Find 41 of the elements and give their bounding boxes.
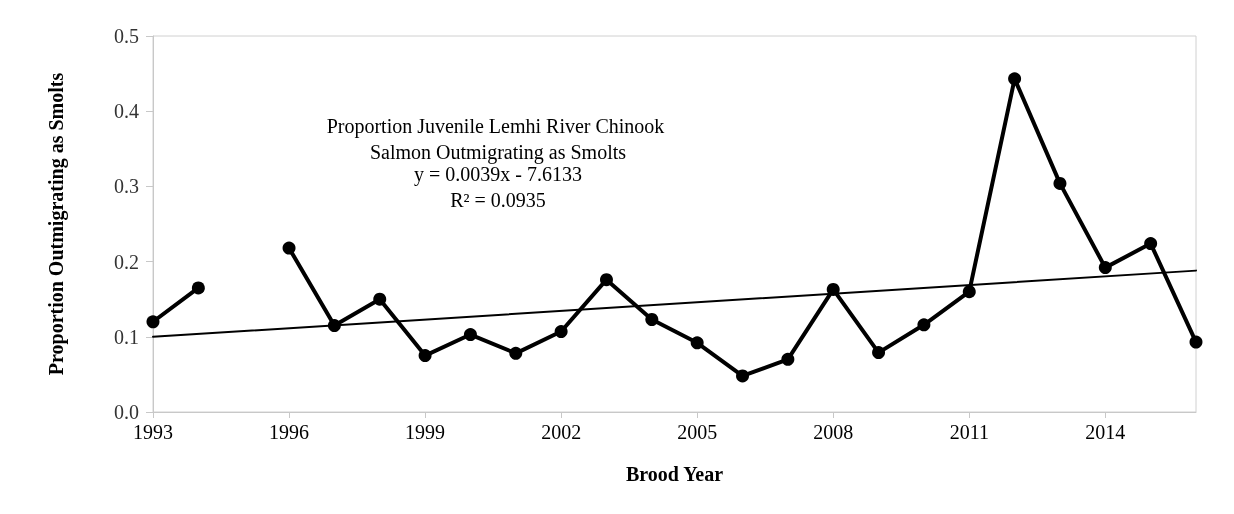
point [191,281,205,295]
point [509,346,523,360]
x-tick-label: 2014 [1085,421,1126,443]
point [781,352,795,366]
y-tick-label: 0.4 [114,100,139,123]
y-axis-title: Proportion Outmigrating as Smolts [45,72,68,376]
point [282,241,296,255]
x-tick-label: 2008 [813,421,854,443]
x-tick-label: 1999 [405,421,446,443]
point [645,313,659,326]
point [554,325,568,339]
point [1098,261,1112,275]
x-axis-title: Brood Year [625,463,724,485]
x-tick-label: 1996 [269,421,310,443]
y-tick-label: 0.3 [114,175,139,198]
point [736,369,750,383]
point [373,292,387,306]
y-tick-label: 0.2 [114,250,139,273]
point [146,315,160,329]
point [599,273,613,287]
point [1189,335,1203,349]
point [327,319,341,333]
point [418,349,432,363]
point [463,328,477,342]
y-tick-label: 0.1 [114,325,139,348]
x-tick-label: 2005 [677,421,718,443]
point [826,282,840,296]
point [690,336,704,350]
x-tick-label: 1993 [133,421,173,443]
y-tick-label: 0.0 [114,401,139,423]
y-tick-label: 0.5 [114,25,139,47]
point [1053,176,1067,190]
point [1008,72,1022,86]
annotation: y = 0.0039x - 7.6133 [414,163,582,186]
x-tick-label: 2011 [949,421,989,443]
point [962,285,976,299]
point [872,346,886,360]
point [917,318,931,332]
point [1144,237,1158,251]
x-tick-label: 2002 [541,421,582,443]
annotation: R² = 0.0935 [450,189,546,211]
